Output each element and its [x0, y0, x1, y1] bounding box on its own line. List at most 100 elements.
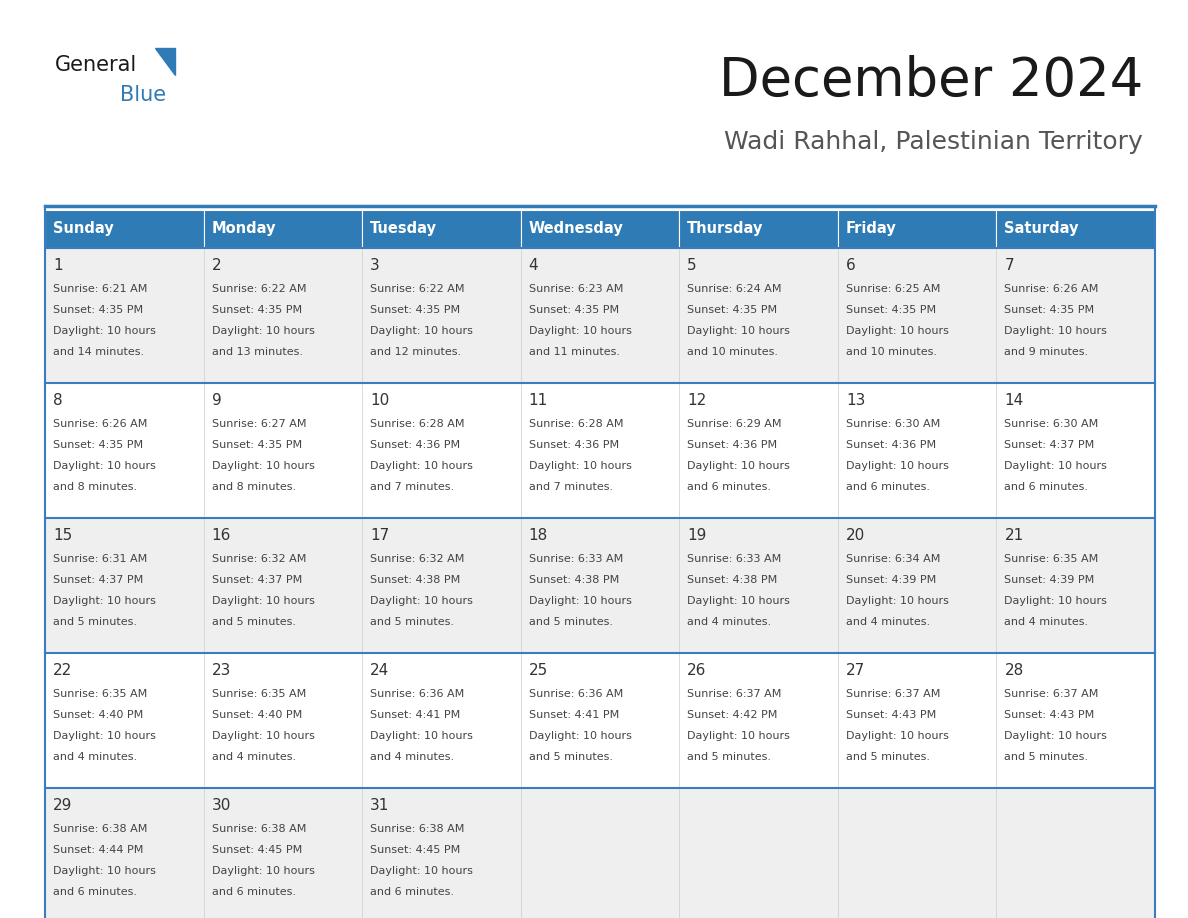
Text: Sunset: 4:45 PM: Sunset: 4:45 PM — [211, 845, 302, 855]
Bar — [362, 788, 520, 918]
Text: and 5 minutes.: and 5 minutes. — [1004, 752, 1088, 762]
Text: and 13 minutes.: and 13 minutes. — [211, 347, 303, 357]
Bar — [203, 518, 362, 653]
Text: 17: 17 — [371, 528, 390, 543]
Text: Sunrise: 6:27 AM: Sunrise: 6:27 AM — [211, 419, 307, 429]
Text: Daylight: 10 hours: Daylight: 10 hours — [846, 326, 949, 336]
Text: Sunset: 4:35 PM: Sunset: 4:35 PM — [211, 305, 302, 315]
Text: Sunrise: 6:33 AM: Sunrise: 6:33 AM — [529, 554, 623, 564]
Text: Sunrise: 6:35 AM: Sunrise: 6:35 AM — [1004, 554, 1099, 564]
Bar — [45, 518, 203, 653]
Bar — [520, 518, 680, 653]
Text: Sunset: 4:35 PM: Sunset: 4:35 PM — [53, 440, 143, 450]
Text: Daylight: 10 hours: Daylight: 10 hours — [1004, 326, 1107, 336]
Text: Sunset: 4:36 PM: Sunset: 4:36 PM — [371, 440, 460, 450]
Bar — [362, 518, 520, 653]
Text: Sunset: 4:43 PM: Sunset: 4:43 PM — [846, 710, 936, 720]
Text: Daylight: 10 hours: Daylight: 10 hours — [688, 461, 790, 471]
Text: 19: 19 — [688, 528, 707, 543]
Text: and 6 minutes.: and 6 minutes. — [846, 482, 930, 492]
Text: 23: 23 — [211, 663, 230, 678]
Text: Daylight: 10 hours: Daylight: 10 hours — [211, 866, 315, 876]
Text: Daylight: 10 hours: Daylight: 10 hours — [688, 326, 790, 336]
Bar — [45, 210, 203, 248]
Text: and 4 minutes.: and 4 minutes. — [211, 752, 296, 762]
Text: Sunrise: 6:34 AM: Sunrise: 6:34 AM — [846, 554, 940, 564]
Text: and 4 minutes.: and 4 minutes. — [371, 752, 454, 762]
Text: Sunset: 4:35 PM: Sunset: 4:35 PM — [211, 440, 302, 450]
Text: and 4 minutes.: and 4 minutes. — [846, 617, 930, 627]
Text: December 2024: December 2024 — [719, 55, 1143, 107]
Bar — [997, 653, 1155, 788]
Text: Daylight: 10 hours: Daylight: 10 hours — [1004, 596, 1107, 606]
Bar — [203, 210, 362, 248]
Text: and 4 minutes.: and 4 minutes. — [1004, 617, 1088, 627]
Text: and 7 minutes.: and 7 minutes. — [529, 482, 613, 492]
Bar — [838, 383, 997, 518]
Text: Sunset: 4:35 PM: Sunset: 4:35 PM — [846, 305, 936, 315]
Bar — [520, 210, 680, 248]
Text: Sunset: 4:35 PM: Sunset: 4:35 PM — [1004, 305, 1094, 315]
Bar — [997, 518, 1155, 653]
Text: Daylight: 10 hours: Daylight: 10 hours — [371, 731, 473, 741]
Text: and 4 minutes.: and 4 minutes. — [688, 617, 771, 627]
Text: and 5 minutes.: and 5 minutes. — [688, 752, 771, 762]
Text: Daylight: 10 hours: Daylight: 10 hours — [371, 461, 473, 471]
Text: 31: 31 — [371, 798, 390, 813]
Text: Daylight: 10 hours: Daylight: 10 hours — [53, 866, 156, 876]
Text: Sunset: 4:37 PM: Sunset: 4:37 PM — [53, 575, 144, 585]
Bar — [680, 383, 838, 518]
Text: Daylight: 10 hours: Daylight: 10 hours — [529, 326, 632, 336]
Bar — [997, 210, 1155, 248]
Text: Daylight: 10 hours: Daylight: 10 hours — [53, 326, 156, 336]
Bar — [45, 248, 203, 383]
Text: Daylight: 10 hours: Daylight: 10 hours — [371, 596, 473, 606]
Bar — [203, 788, 362, 918]
Bar — [838, 788, 997, 918]
Text: and 8 minutes.: and 8 minutes. — [211, 482, 296, 492]
Bar — [997, 248, 1155, 383]
Text: Saturday: Saturday — [1004, 221, 1079, 237]
Text: Daylight: 10 hours: Daylight: 10 hours — [53, 731, 156, 741]
Text: and 12 minutes.: and 12 minutes. — [371, 347, 461, 357]
Text: Sunset: 4:36 PM: Sunset: 4:36 PM — [688, 440, 777, 450]
Text: Daylight: 10 hours: Daylight: 10 hours — [211, 461, 315, 471]
Text: Sunrise: 6:23 AM: Sunrise: 6:23 AM — [529, 284, 623, 294]
Text: 28: 28 — [1004, 663, 1024, 678]
Text: and 11 minutes.: and 11 minutes. — [529, 347, 620, 357]
Text: Sunrise: 6:32 AM: Sunrise: 6:32 AM — [211, 554, 307, 564]
Text: Wadi Rahhal, Palestinian Territory: Wadi Rahhal, Palestinian Territory — [725, 130, 1143, 154]
Text: Wednesday: Wednesday — [529, 221, 624, 237]
Bar — [203, 653, 362, 788]
Text: Sunset: 4:36 PM: Sunset: 4:36 PM — [846, 440, 936, 450]
Text: Daylight: 10 hours: Daylight: 10 hours — [53, 596, 156, 606]
Bar — [680, 518, 838, 653]
Polygon shape — [154, 48, 175, 75]
Text: Sunrise: 6:30 AM: Sunrise: 6:30 AM — [846, 419, 940, 429]
Text: and 10 minutes.: and 10 minutes. — [688, 347, 778, 357]
Text: Sunrise: 6:32 AM: Sunrise: 6:32 AM — [371, 554, 465, 564]
Text: Sunrise: 6:37 AM: Sunrise: 6:37 AM — [1004, 689, 1099, 699]
Text: Sunset: 4:41 PM: Sunset: 4:41 PM — [529, 710, 619, 720]
Text: and 4 minutes.: and 4 minutes. — [53, 752, 137, 762]
Text: and 10 minutes.: and 10 minutes. — [846, 347, 937, 357]
Text: Sunset: 4:38 PM: Sunset: 4:38 PM — [529, 575, 619, 585]
Text: Sunrise: 6:33 AM: Sunrise: 6:33 AM — [688, 554, 782, 564]
Text: and 14 minutes.: and 14 minutes. — [53, 347, 144, 357]
Text: Sunset: 4:43 PM: Sunset: 4:43 PM — [1004, 710, 1094, 720]
Text: Daylight: 10 hours: Daylight: 10 hours — [688, 731, 790, 741]
Bar — [45, 653, 203, 788]
Text: Sunset: 4:35 PM: Sunset: 4:35 PM — [53, 305, 143, 315]
Text: and 9 minutes.: and 9 minutes. — [1004, 347, 1088, 357]
Text: Sunrise: 6:37 AM: Sunrise: 6:37 AM — [846, 689, 940, 699]
Text: Daylight: 10 hours: Daylight: 10 hours — [529, 461, 632, 471]
Bar — [680, 210, 838, 248]
Text: Sunset: 4:35 PM: Sunset: 4:35 PM — [371, 305, 460, 315]
Bar — [838, 210, 997, 248]
Text: and 5 minutes.: and 5 minutes. — [371, 617, 454, 627]
Text: Sunrise: 6:38 AM: Sunrise: 6:38 AM — [53, 824, 147, 834]
Text: Monday: Monday — [211, 221, 276, 237]
Bar — [362, 210, 520, 248]
Bar — [838, 518, 997, 653]
Text: Sunset: 4:35 PM: Sunset: 4:35 PM — [688, 305, 777, 315]
